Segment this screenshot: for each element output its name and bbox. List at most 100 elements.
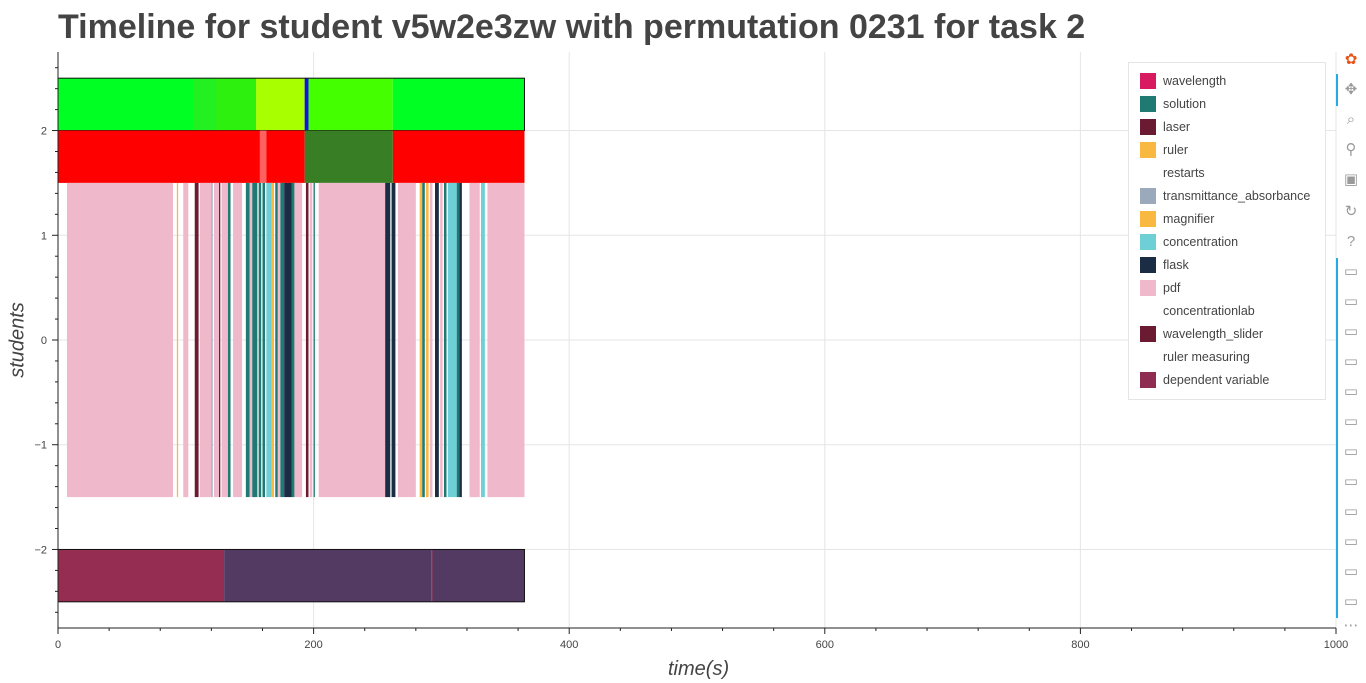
legend-item[interactable]: ruler measuring (1140, 348, 1250, 366)
timeline-bar[interactable] (183, 182, 189, 498)
timeline-bar[interactable] (256, 78, 305, 131)
legend-item[interactable]: restarts (1140, 164, 1205, 182)
legend-item[interactable]: solution (1140, 95, 1206, 113)
timeline-bar[interactable] (280, 182, 285, 498)
timeline-bar[interactable] (456, 182, 460, 498)
timeline-bar[interactable] (435, 182, 439, 498)
timeline-bar[interactable] (245, 182, 250, 498)
timeline-bar[interactable] (426, 182, 429, 498)
timeline-bar[interactable] (262, 182, 266, 498)
timeline-bar[interactable] (213, 182, 220, 498)
timeline-bar[interactable] (392, 130, 525, 183)
timeline-bar[interactable] (440, 182, 443, 498)
hover-icon[interactable]: ▭ (1343, 503, 1359, 520)
timeline-bar[interactable] (392, 78, 525, 131)
save-icon[interactable]: ▣ (1343, 171, 1359, 188)
legend-item[interactable]: laser (1140, 118, 1190, 136)
timeline-bar[interactable] (277, 182, 281, 498)
timeline-bar[interactable] (431, 549, 433, 602)
hover-icon[interactable]: ▭ (1343, 353, 1359, 370)
legend-item[interactable]: transmittance_absorbance (1140, 187, 1310, 205)
hover-icon[interactable]: ▭ (1343, 473, 1359, 490)
timeline-bar[interactable] (271, 182, 274, 498)
timeline-bar[interactable] (227, 182, 231, 498)
timeline-bar[interactable] (422, 182, 425, 498)
timeline-bar[interactable] (266, 130, 305, 183)
hover-icon[interactable]: ▭ (1343, 533, 1359, 550)
legend-item[interactable]: wavelength_slider (1140, 325, 1263, 343)
timeline-bar[interactable] (291, 182, 295, 498)
timeline-bar[interactable] (176, 182, 179, 498)
hover-icon[interactable]: ▭ (1343, 383, 1359, 400)
timeline-bar[interactable] (447, 182, 457, 498)
legend-item[interactable]: pdf (1140, 279, 1180, 297)
timeline-bar[interactable] (58, 78, 194, 131)
legend-item[interactable]: concentration (1140, 233, 1238, 251)
timeline-bar[interactable] (275, 182, 278, 498)
timeline-bar[interactable] (211, 182, 213, 498)
timeline-bar[interactable] (58, 549, 225, 602)
timeline-bar[interactable] (252, 182, 258, 498)
legend-item[interactable]: magnifier (1140, 210, 1214, 228)
legend-swatch (1140, 303, 1156, 319)
timeline-bar[interactable] (259, 130, 267, 183)
timeline-bar[interactable] (233, 182, 243, 498)
reset-icon[interactable]: ↻ (1344, 203, 1358, 220)
hover-icon[interactable]: ▭ (1343, 593, 1359, 610)
legend-item[interactable]: flask (1140, 256, 1189, 274)
box-zoom-icon[interactable]: ⌕ (1346, 111, 1356, 128)
hover-icon[interactable]: ▭ (1343, 563, 1359, 580)
timeline-bar[interactable] (313, 182, 315, 498)
timeline-bar[interactable] (385, 182, 391, 498)
hover-icon[interactable]: ▭ (1343, 263, 1359, 280)
timeline-bar[interactable] (294, 182, 303, 498)
active-tool-indicator (1336, 258, 1338, 618)
timeline-bar[interactable] (443, 182, 447, 498)
timeline-bar[interactable] (397, 182, 416, 498)
timeline-bar[interactable] (309, 182, 313, 498)
more-icon[interactable]: ⋯ (1343, 617, 1359, 634)
timeline-bar[interactable] (193, 78, 217, 131)
timeline-bar[interactable] (224, 549, 432, 602)
legend-item[interactable]: concentrationlab (1140, 302, 1255, 320)
timeline-bar[interactable] (216, 78, 257, 131)
timeline-bar[interactable] (459, 182, 462, 498)
wheel-zoom-icon[interactable]: ⚲ (1345, 141, 1357, 158)
timeline-bar[interactable] (221, 182, 228, 498)
hover-icon[interactable]: ▭ (1343, 413, 1359, 430)
timeline-bar[interactable] (258, 182, 262, 498)
timeline-bar[interactable] (432, 549, 525, 602)
timeline-bar[interactable] (219, 182, 221, 498)
legend-item[interactable]: dependent variable (1140, 371, 1269, 389)
timeline-bar[interactable] (58, 130, 260, 183)
x-tick-label: 600 (816, 639, 834, 651)
legend-item[interactable]: wavelength (1140, 72, 1226, 90)
legend-swatch (1140, 326, 1156, 342)
timeline-bar[interactable] (304, 130, 393, 183)
hover-icon[interactable]: ▭ (1343, 323, 1359, 340)
timeline-bar[interactable] (199, 182, 212, 498)
timeline-bar[interactable] (469, 182, 480, 498)
legend-item[interactable]: ruler (1140, 141, 1188, 159)
timeline-bar[interactable] (266, 182, 272, 498)
timeline-bar[interactable] (419, 182, 423, 498)
timeline-bar[interactable] (194, 182, 199, 498)
timeline-bar[interactable] (487, 182, 525, 498)
timeline-bar[interactable] (305, 182, 309, 498)
legend-swatch (1140, 372, 1156, 388)
hover-icon[interactable]: ▭ (1343, 293, 1359, 310)
timeline-bar[interactable] (284, 182, 292, 498)
pan-tool-icon[interactable]: ✥ (1344, 81, 1358, 98)
timeline-bar[interactable] (308, 78, 393, 131)
timeline-bar[interactable] (304, 78, 309, 131)
help-icon[interactable]: ? (1346, 233, 1356, 250)
timeline-bar[interactable] (318, 182, 386, 498)
legend-swatch (1140, 280, 1156, 296)
timeline-bar[interactable] (249, 182, 253, 498)
timeline-bar[interactable] (391, 182, 396, 498)
timeline-bar[interactable] (481, 182, 485, 498)
hover-icon[interactable]: ▭ (1343, 443, 1359, 460)
timeline-bar[interactable] (66, 182, 174, 498)
timeline-bar[interactable] (429, 182, 433, 498)
